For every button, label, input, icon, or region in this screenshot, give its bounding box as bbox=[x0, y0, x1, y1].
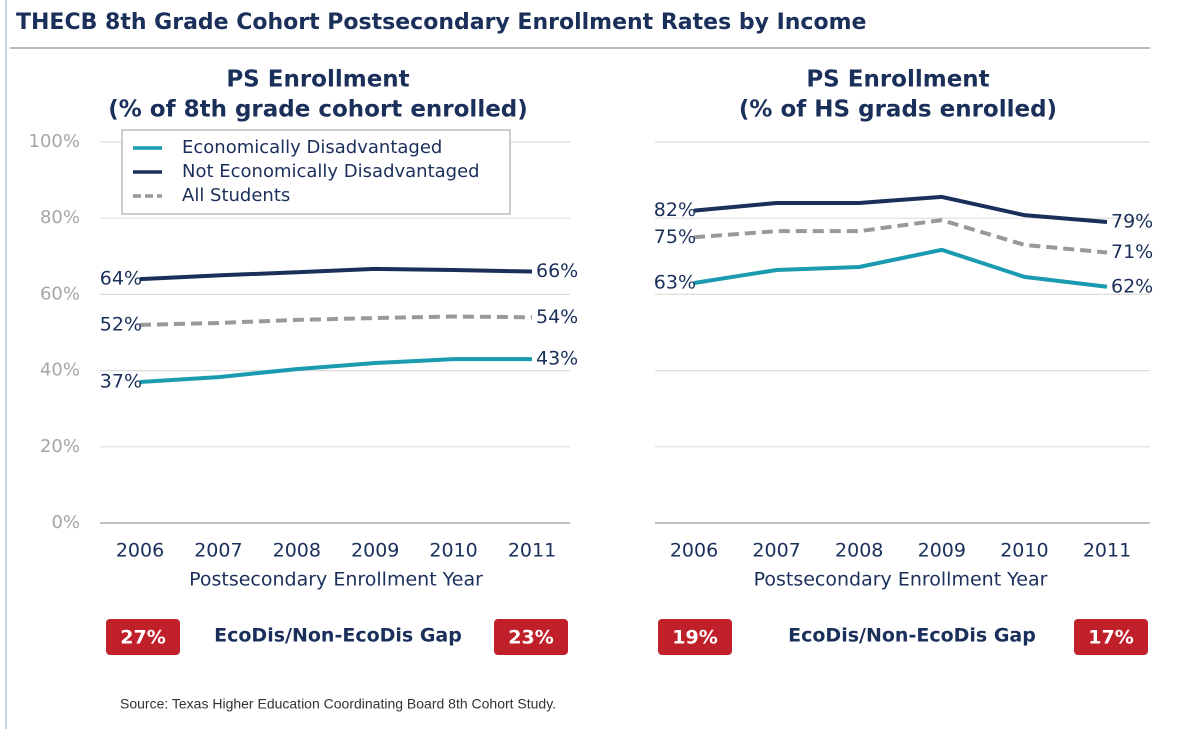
y-tick-label: 80% bbox=[40, 207, 80, 228]
series-line bbox=[693, 194, 1108, 225]
gap-box bbox=[106, 619, 180, 655]
gap-box bbox=[658, 619, 732, 655]
legend-label: All Students bbox=[182, 185, 290, 206]
series-line bbox=[139, 314, 533, 327]
y-tick-label: 0% bbox=[51, 512, 80, 533]
gap-value: 27% bbox=[120, 627, 165, 649]
x-tick-label: 2011 bbox=[508, 540, 556, 562]
x-tick-label: 2006 bbox=[670, 540, 718, 562]
gap-box bbox=[1074, 619, 1148, 655]
gap-label: EcoDis/Non-EcoDis Gap bbox=[214, 625, 462, 647]
x-tick-label: 2006 bbox=[116, 540, 164, 562]
data-label: 75% bbox=[654, 226, 696, 248]
gap-value: 23% bbox=[508, 627, 553, 649]
x-tick-label: 2009 bbox=[351, 540, 399, 562]
data-label: 64% bbox=[100, 268, 142, 290]
gap-value: 19% bbox=[672, 627, 717, 649]
data-label: 37% bbox=[100, 371, 142, 393]
gap-label: EcoDis/Non-EcoDis Gap bbox=[788, 625, 1036, 647]
data-label: 52% bbox=[100, 313, 142, 335]
slide-title: THECB 8th Grade Cohort Postsecondary Enr… bbox=[16, 10, 866, 35]
x-axis-label: Postsecondary Enrollment Year bbox=[189, 569, 483, 591]
series-line bbox=[139, 357, 532, 385]
x-tick-label: 2010 bbox=[1000, 540, 1048, 562]
legend-label: Not Economically Disadvantaged bbox=[182, 161, 480, 182]
gap-box bbox=[494, 619, 568, 655]
y-tick-label: 100% bbox=[29, 131, 80, 152]
data-label: 54% bbox=[536, 306, 578, 328]
data-label: 63% bbox=[654, 271, 696, 293]
x-tick-label: 2009 bbox=[918, 540, 966, 562]
data-label: 71% bbox=[1111, 241, 1153, 263]
data-label: 79% bbox=[1111, 211, 1153, 233]
chart-title: PS Enrollment bbox=[806, 67, 989, 93]
chart-subtitle: (% of 8th grade cohort enrolled) bbox=[108, 97, 528, 123]
legend-label: Economically Disadvantaged bbox=[182, 137, 442, 158]
data-label: 43% bbox=[536, 348, 578, 370]
data-label: 82% bbox=[654, 199, 696, 221]
x-tick-label: 2007 bbox=[752, 540, 800, 562]
series-line bbox=[693, 247, 1108, 289]
data-label: 62% bbox=[1111, 275, 1153, 297]
y-tick-label: 60% bbox=[40, 283, 80, 304]
x-tick-label: 2007 bbox=[194, 540, 242, 562]
chart-subtitle: (% of HS grads enrolled) bbox=[739, 97, 1057, 123]
chart-title: PS Enrollment bbox=[226, 67, 409, 93]
x-tick-label: 2010 bbox=[429, 540, 477, 562]
y-tick-label: 20% bbox=[40, 436, 80, 457]
source-note: Source: Texas Higher Education Coordinat… bbox=[120, 696, 556, 712]
series-line bbox=[693, 218, 1108, 255]
y-tick-label: 40% bbox=[40, 360, 80, 381]
series-line bbox=[139, 266, 533, 282]
data-label: 66% bbox=[536, 260, 578, 282]
gap-value: 17% bbox=[1088, 627, 1133, 649]
x-tick-label: 2011 bbox=[1083, 540, 1131, 562]
x-axis-label: Postsecondary Enrollment Year bbox=[754, 569, 1048, 591]
x-tick-label: 2008 bbox=[273, 540, 321, 562]
legend-box bbox=[121, 129, 511, 215]
x-tick-label: 2008 bbox=[835, 540, 883, 562]
